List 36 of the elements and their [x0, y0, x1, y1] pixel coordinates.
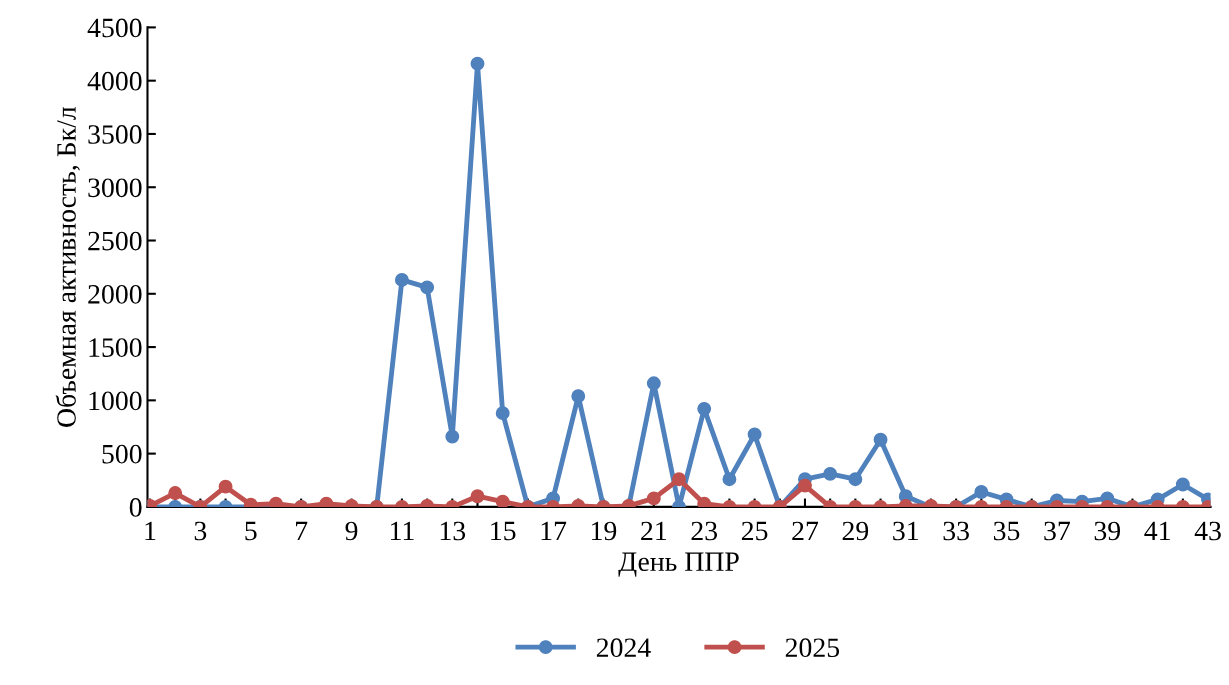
x-tick-label: 41 — [1144, 521, 1170, 541]
y-tick-label: 3500 — [88, 125, 142, 144]
x-tick-label: 27 — [792, 521, 819, 541]
x-tick-label: 13 — [440, 521, 466, 541]
x-tick-label: 23 — [691, 521, 718, 541]
y-tick-label: 4000 — [87, 71, 142, 91]
legend-label: 2025 — [785, 638, 840, 658]
y-tick-label: 1500 — [89, 338, 142, 357]
x-tick-label: 43 — [1194, 521, 1221, 541]
x-axis-title: День ППР — [618, 552, 739, 577]
x-tick-label: 33 — [943, 521, 969, 541]
x-tick-label: 19 — [592, 521, 617, 541]
x-tick-label: 3 — [194, 521, 207, 541]
y-tick-label: 500 — [102, 444, 142, 464]
legend-label: 2024 — [596, 638, 651, 658]
x-tick-label: 11 — [390, 521, 414, 541]
x-tick-label: 7 — [296, 521, 308, 541]
x-tick-label: 37 — [1044, 521, 1070, 541]
x-tick-label: 31 — [893, 521, 918, 541]
x-tick-label: 25 — [741, 521, 768, 541]
y-axis-title: Объемная активность, Бк/л — [55, 106, 80, 427]
y-tick-label: 1000 — [89, 391, 142, 411]
y-tick-label: 3000 — [88, 178, 142, 198]
y-tick-label: 0 — [129, 498, 142, 517]
x-tick-label: 1 — [145, 521, 156, 541]
x-tick-label: 29 — [842, 521, 869, 541]
y-tick-label: 2500 — [88, 231, 142, 251]
x-tick-label: 17 — [541, 521, 567, 541]
x-tick-label: 21 — [641, 521, 667, 541]
y-tick-label: 2000 — [88, 284, 142, 304]
x-tick-label: 5 — [245, 521, 257, 541]
y-tick-label: 4500 — [87, 18, 142, 38]
x-tick-label: 9 — [345, 521, 358, 541]
x-tick-label: 15 — [491, 521, 516, 541]
x-tick-label: 39 — [1094, 521, 1121, 541]
x-tick-label: 35 — [993, 521, 1020, 541]
